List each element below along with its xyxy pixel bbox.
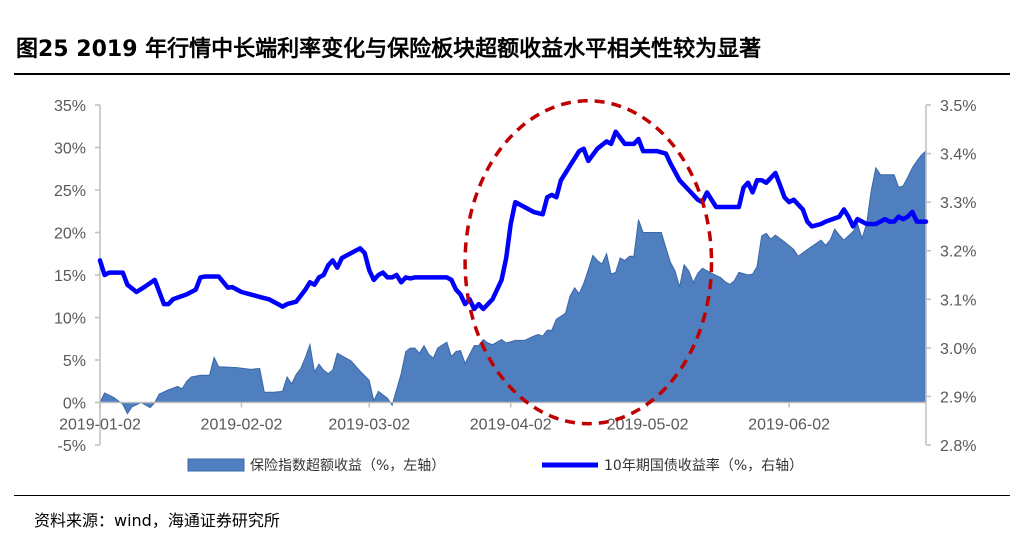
right-tick-label: 3.2% — [940, 244, 976, 261]
highlight-ellipse — [463, 99, 714, 426]
source-rule — [14, 495, 1010, 496]
title-rule — [14, 73, 1010, 75]
legend-line-label: 10年期国债收益率（%，右轴） — [604, 457, 803, 474]
left-tick-label: 10% — [54, 311, 86, 328]
right-tick-label: 3.5% — [940, 98, 976, 115]
bond-yield-line — [97, 129, 929, 312]
source-note: 资料来源：wind，海通证券研究所 — [34, 511, 280, 530]
right-tick-label: 3.4% — [940, 147, 976, 164]
right-tick-label: 3.0% — [940, 341, 976, 358]
left-tick-label: -5% — [58, 438, 86, 455]
x-tick-label: 2019-06-02 — [748, 417, 830, 434]
chart-title: 图25 2019 年行情中长端利率变化与保险板块超额收益水平相关性较为显著 — [16, 37, 762, 62]
left-tick-label: 25% — [54, 183, 86, 200]
legend-area-label: 保险指数超额收益（%，左轴） — [250, 458, 445, 474]
left-tick-label: 0% — [63, 396, 86, 413]
left-tick-label: 20% — [54, 226, 86, 243]
left-tick-label: 30% — [54, 141, 86, 158]
left-tick-label: 5% — [63, 353, 86, 370]
x-tick-label: 2019-04-02 — [470, 417, 552, 434]
left-tick-label: 15% — [54, 268, 86, 285]
x-tick-label: 2019-02-02 — [201, 417, 283, 434]
x-tick-label: 2019-05-02 — [607, 417, 689, 434]
right-tick-label: 3.1% — [940, 292, 976, 309]
right-tick-label: 3.3% — [940, 195, 976, 212]
x-tick-label: 2019-03-02 — [328, 417, 410, 434]
right-tick-label: 2.9% — [940, 389, 976, 406]
legend-area-swatch — [187, 458, 245, 472]
right-tick-label: 2.8% — [940, 438, 976, 455]
excess-return-area — [99, 149, 927, 415]
x-tick-label: 2019-01-02 — [59, 417, 141, 434]
left-tick-label: 35% — [54, 98, 86, 115]
